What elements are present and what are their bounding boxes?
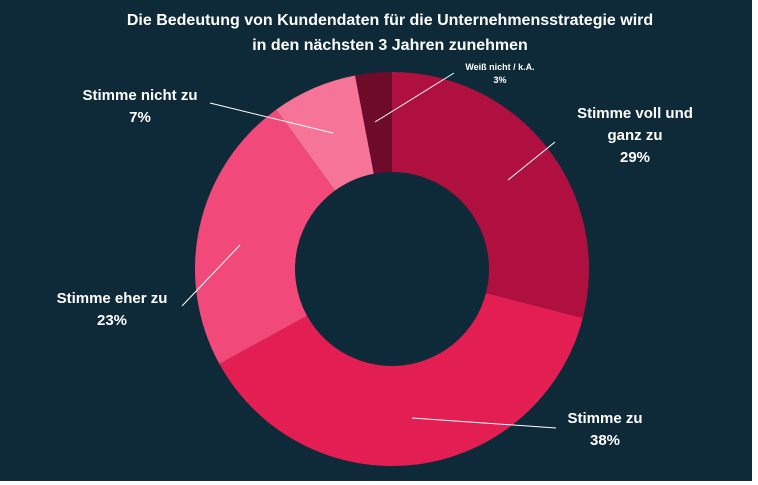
slice-label-value: 3% [493, 75, 507, 85]
slice-label-voll-und-ganz: Stimme voll und ganz zu 29% [565, 103, 705, 169]
slice-label-name: ganz zu [607, 127, 663, 144]
donut-slice-voll-und-ganz [392, 72, 589, 318]
leader-line-voll-und-ganz [507, 141, 556, 181]
leader-line-eher-zu [181, 244, 241, 307]
slice-label-nicht-zu: Stimme nicht zu 7% [60, 85, 220, 129]
slice-label-name: Stimme zu [567, 410, 643, 427]
donut-slice-stimme-zu [219, 293, 583, 467]
slice-label-name: Weiß nicht / k.A. [465, 62, 535, 72]
chart-title: Die Bedeutung von Kundendaten für die Un… [40, 8, 740, 58]
leader-line-nicht-zu [209, 102, 334, 134]
chart-title-line-2: in den nächsten 3 Jahren zunehmen [252, 37, 528, 54]
donut-slice-nicht-zu [276, 75, 374, 191]
slice-label-name: Stimme voll und [577, 105, 693, 122]
slice-label-eher-zu: Stimme eher zu 23% [32, 288, 192, 332]
slice-label-stimme-zu: Stimme zu 38% [550, 408, 660, 452]
slice-label-value: 29% [619, 149, 651, 166]
slice-label-name: Stimme eher zu [56, 290, 168, 307]
slice-label-name: Stimme nicht zu [82, 87, 198, 104]
slice-label-value: 23% [96, 312, 128, 329]
donut-slice-eher-zu [195, 109, 335, 364]
chart-title-line-1: Die Bedeutung von Kundendaten für die Un… [126, 12, 654, 29]
slice-label-value: 7% [129, 109, 151, 126]
leader-line-weiss-nicht [374, 72, 455, 123]
slice-label-weiss-nicht: Weiß nicht / k.A. 3% [445, 61, 555, 87]
donut-slice-weiss-nicht [355, 72, 392, 174]
leader-line-stimme-zu [411, 417, 557, 429]
slice-label-value: 38% [589, 432, 621, 449]
